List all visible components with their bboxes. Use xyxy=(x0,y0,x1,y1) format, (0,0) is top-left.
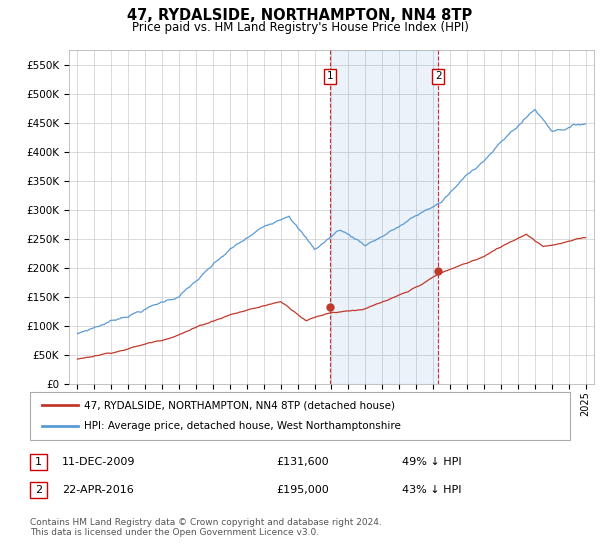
Text: 22-APR-2016: 22-APR-2016 xyxy=(62,485,134,495)
Text: 47, RYDALSIDE, NORTHAMPTON, NN4 8TP (detached house): 47, RYDALSIDE, NORTHAMPTON, NN4 8TP (det… xyxy=(84,400,395,410)
Text: £131,600: £131,600 xyxy=(276,457,329,467)
Bar xyxy=(330,50,439,384)
Text: HPI: Average price, detached house, West Northamptonshire: HPI: Average price, detached house, West… xyxy=(84,421,401,431)
Text: 43% ↓ HPI: 43% ↓ HPI xyxy=(402,485,461,495)
Text: Contains HM Land Registry data © Crown copyright and database right 2024.
This d: Contains HM Land Registry data © Crown c… xyxy=(30,518,382,538)
Text: 2: 2 xyxy=(435,72,442,81)
Text: 2: 2 xyxy=(35,485,42,495)
Text: 47, RYDALSIDE, NORTHAMPTON, NN4 8TP: 47, RYDALSIDE, NORTHAMPTON, NN4 8TP xyxy=(127,8,473,24)
Text: 49% ↓ HPI: 49% ↓ HPI xyxy=(402,457,461,467)
Text: 1: 1 xyxy=(327,72,334,81)
Text: 11-DEC-2009: 11-DEC-2009 xyxy=(62,457,136,467)
Text: Price paid vs. HM Land Registry's House Price Index (HPI): Price paid vs. HM Land Registry's House … xyxy=(131,21,469,34)
Text: £195,000: £195,000 xyxy=(276,485,329,495)
Text: 1: 1 xyxy=(35,457,42,467)
